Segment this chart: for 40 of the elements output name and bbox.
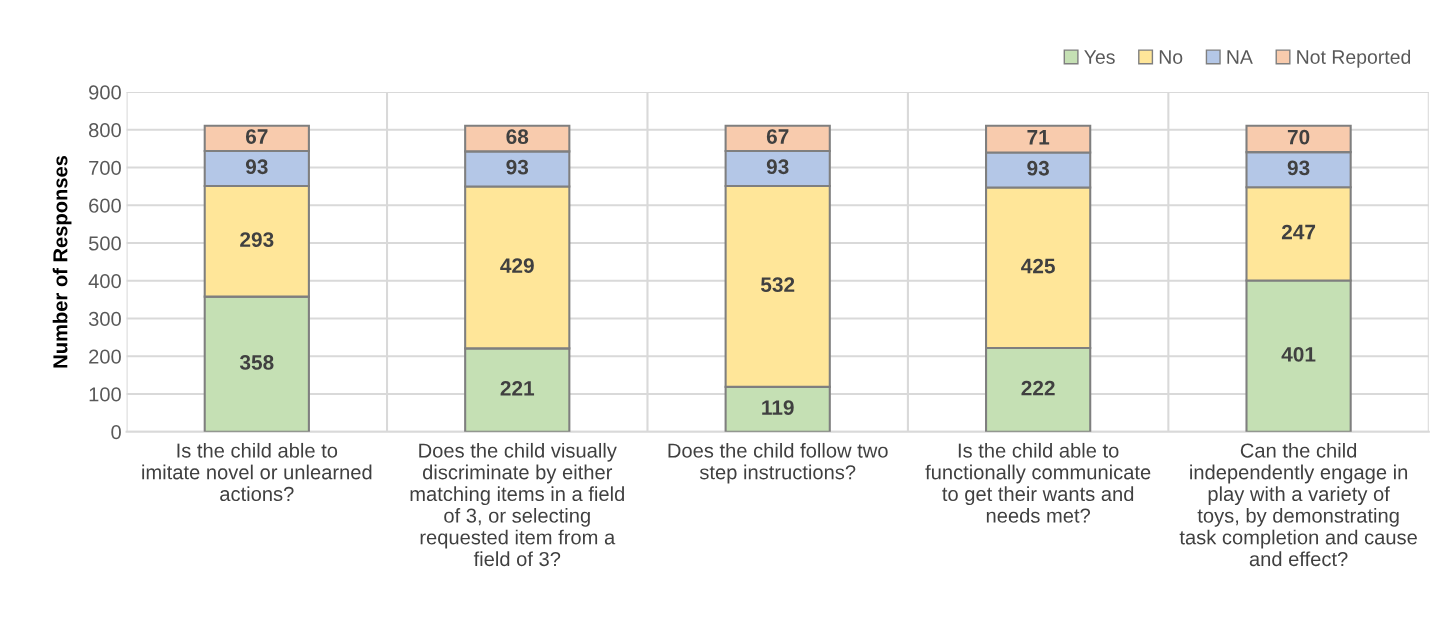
y-tick-label: 100 xyxy=(89,387,121,402)
data-label: 93 xyxy=(1027,160,1049,176)
data-label: 70 xyxy=(1287,129,1310,145)
data-label: 425 xyxy=(1021,258,1055,274)
data-label: 67 xyxy=(245,129,268,144)
y-tick-label: 400 xyxy=(88,274,121,289)
legend-label: Not Reported xyxy=(1297,49,1411,68)
data-label: 532 xyxy=(760,277,795,293)
data-label: 93 xyxy=(506,159,529,175)
x-tick-label: Is the child able to functionally communicate to get their wants and needs met? xyxy=(925,442,1151,523)
y-tick-label: 500 xyxy=(88,236,121,251)
data-label: 67 xyxy=(766,129,789,144)
y-axis-title: Number of Responses xyxy=(52,155,72,368)
legend-label: NA xyxy=(1227,50,1253,64)
y-tick-label: 300 xyxy=(88,311,121,327)
y-tick-label: 200 xyxy=(89,349,121,364)
data-label: 119 xyxy=(762,400,794,415)
x-tick-label: Does the child follow two step instructions? xyxy=(668,442,888,484)
y-tick-label: 600 xyxy=(89,198,121,213)
y-tick-label: 700 xyxy=(89,160,121,176)
x-tick-label: Is the child able to imitate novel or unlearned actions? xyxy=(142,442,372,502)
y-tick-label: 0 xyxy=(111,425,121,440)
data-label: 222 xyxy=(1021,380,1055,396)
data-label: 93 xyxy=(1287,160,1310,176)
data-label: 68 xyxy=(506,129,529,145)
data-label: 221 xyxy=(500,380,535,396)
data-label: 247 xyxy=(1281,224,1316,240)
data-label: 93 xyxy=(766,159,789,175)
data-label: 71 xyxy=(1027,130,1050,145)
data-label: 358 xyxy=(239,355,274,370)
x-tick-label: Can the child independently engage in play with a variety of toys, by demonstrating task completion and cause and effect? xyxy=(1179,442,1417,567)
data-label: 93 xyxy=(245,159,268,175)
data-label: 429 xyxy=(500,258,534,273)
data-label: 293 xyxy=(240,232,274,247)
legend-label: No xyxy=(1159,50,1183,64)
y-tick-label: 900 xyxy=(89,85,121,100)
legend-label: Yes xyxy=(1084,50,1115,64)
x-tick-label: Does the child visually discriminate by either matching items in a field of 3, or selecting requested item from a field of 3? xyxy=(410,442,624,567)
data-label: 401 xyxy=(1281,346,1316,362)
y-tick-label: 800 xyxy=(89,123,121,138)
